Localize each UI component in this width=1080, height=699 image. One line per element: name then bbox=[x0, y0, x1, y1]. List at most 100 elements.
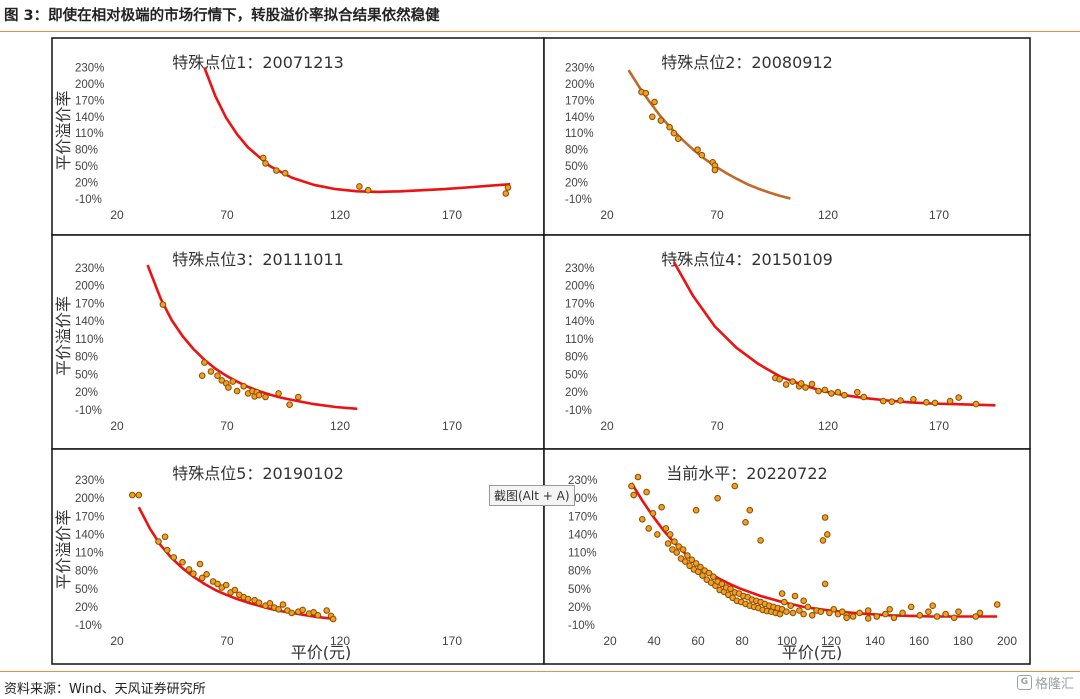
y-tick-label: 80% bbox=[75, 566, 98, 578]
y-tick-label: 110% bbox=[75, 334, 104, 346]
data-point bbox=[808, 612, 816, 619]
data-point bbox=[260, 154, 267, 162]
x-axis-label: 平价(元) bbox=[291, 643, 352, 662]
y-tick-label: 80% bbox=[565, 352, 588, 364]
data-point bbox=[645, 525, 653, 532]
data-point bbox=[804, 603, 812, 611]
y-tick-label: 50% bbox=[75, 584, 98, 596]
data-point bbox=[910, 396, 917, 403]
data-point bbox=[286, 401, 293, 409]
data-point bbox=[864, 615, 872, 622]
y-tick-label: 110% bbox=[75, 548, 104, 560]
y-tick-label: 50% bbox=[75, 369, 98, 381]
y-tick-label: 170% bbox=[568, 511, 597, 523]
data-point bbox=[802, 384, 809, 391]
y-tick-label: 140% bbox=[565, 316, 594, 328]
data-point bbox=[800, 610, 807, 618]
chart-panel-1: 230% 200% 170% 140% 110% 80% 50% 20% -10% 20 70 120… bbox=[51, 37, 545, 236]
x-tick-label: 140 bbox=[865, 634, 885, 648]
y-axis-label: 平价溢价率 bbox=[54, 509, 73, 589]
y-tick-label: 20% bbox=[75, 178, 98, 190]
data-point bbox=[161, 533, 169, 541]
data-point bbox=[684, 552, 691, 559]
data-point bbox=[669, 546, 676, 553]
data-point bbox=[800, 597, 807, 605]
chart-title: 特殊点位4：20150109 bbox=[661, 250, 833, 269]
data-point bbox=[677, 555, 685, 562]
data-point bbox=[198, 372, 206, 380]
data-point bbox=[707, 579, 715, 587]
data-point bbox=[860, 393, 868, 401]
watermark-text: 格隆汇 bbox=[1034, 677, 1074, 692]
y-tick-label: -10% bbox=[565, 194, 592, 206]
y-tick-label: 80% bbox=[75, 145, 98, 157]
data-point bbox=[834, 388, 842, 396]
data-point bbox=[783, 608, 790, 616]
data-point bbox=[729, 594, 736, 602]
data-point bbox=[628, 482, 635, 490]
y-tick-label: 110% bbox=[565, 128, 594, 140]
data-point bbox=[698, 151, 706, 159]
data-point bbox=[781, 598, 788, 606]
data-point bbox=[670, 129, 678, 137]
data-point bbox=[797, 380, 805, 387]
watermark: G 格隆汇 bbox=[1016, 673, 1074, 692]
chart-title: 当前水平：20220722 bbox=[666, 464, 827, 483]
data-point bbox=[782, 381, 790, 388]
y-tick-label: 170% bbox=[565, 298, 594, 310]
data-point bbox=[688, 556, 696, 564]
data-point bbox=[281, 169, 289, 177]
x-tick-label: 170 bbox=[442, 634, 462, 648]
data-point bbox=[642, 89, 650, 97]
y-tick-label: 140% bbox=[568, 529, 597, 541]
data-point bbox=[856, 609, 863, 617]
data-point bbox=[692, 506, 700, 514]
data-point bbox=[190, 570, 197, 578]
chart-panel-4: 230% 200% 170% 140% 110% 80% 50% 20% -10% 20 70 120… bbox=[543, 234, 1031, 450]
y-tick-label: 140% bbox=[75, 316, 104, 328]
data-point bbox=[819, 537, 827, 544]
data-point bbox=[942, 610, 949, 618]
data-point bbox=[233, 387, 241, 395]
y-tick-label: 80% bbox=[568, 566, 591, 578]
x-tick-label: 20 bbox=[110, 634, 124, 648]
x-tick-label: 120 bbox=[330, 419, 350, 433]
y-tick-label: 230% bbox=[75, 263, 104, 275]
data-point bbox=[692, 560, 700, 567]
data-point bbox=[925, 608, 932, 616]
data-point bbox=[931, 399, 939, 407]
data-point bbox=[323, 607, 331, 614]
data-point bbox=[694, 146, 701, 153]
x-tick-label: 70 bbox=[710, 419, 724, 433]
data-point bbox=[955, 608, 962, 616]
data-point bbox=[899, 609, 906, 617]
data-point bbox=[651, 98, 658, 106]
x-tick-label: 100 bbox=[777, 634, 797, 648]
data-point bbox=[244, 595, 252, 603]
data-point bbox=[828, 390, 835, 397]
data-point bbox=[266, 600, 274, 607]
data-point bbox=[873, 613, 881, 620]
y-tick-label: 230% bbox=[75, 62, 104, 74]
chart-title: 特殊点位2：20080912 bbox=[661, 53, 833, 72]
data-point bbox=[778, 590, 786, 597]
data-point bbox=[682, 558, 689, 565]
x-tick-label: 120 bbox=[818, 419, 838, 433]
data-point bbox=[504, 184, 512, 191]
data-point bbox=[703, 576, 711, 584]
data-point bbox=[275, 390, 282, 397]
y-tick-label: 200% bbox=[75, 493, 104, 505]
y-tick-label: 80% bbox=[565, 145, 588, 157]
x-tick-label: 70 bbox=[220, 634, 234, 648]
y-tick-label: 200% bbox=[75, 79, 104, 91]
x-tick-label: 20 bbox=[600, 208, 614, 222]
data-point bbox=[214, 580, 221, 588]
data-point bbox=[841, 391, 848, 399]
data-point bbox=[705, 569, 713, 577]
data-point bbox=[886, 606, 894, 613]
data-point bbox=[643, 488, 650, 496]
x-tick-label: 70 bbox=[220, 419, 234, 433]
data-point bbox=[843, 614, 850, 622]
data-point bbox=[299, 606, 307, 614]
y-tick-label: 80% bbox=[75, 352, 98, 364]
